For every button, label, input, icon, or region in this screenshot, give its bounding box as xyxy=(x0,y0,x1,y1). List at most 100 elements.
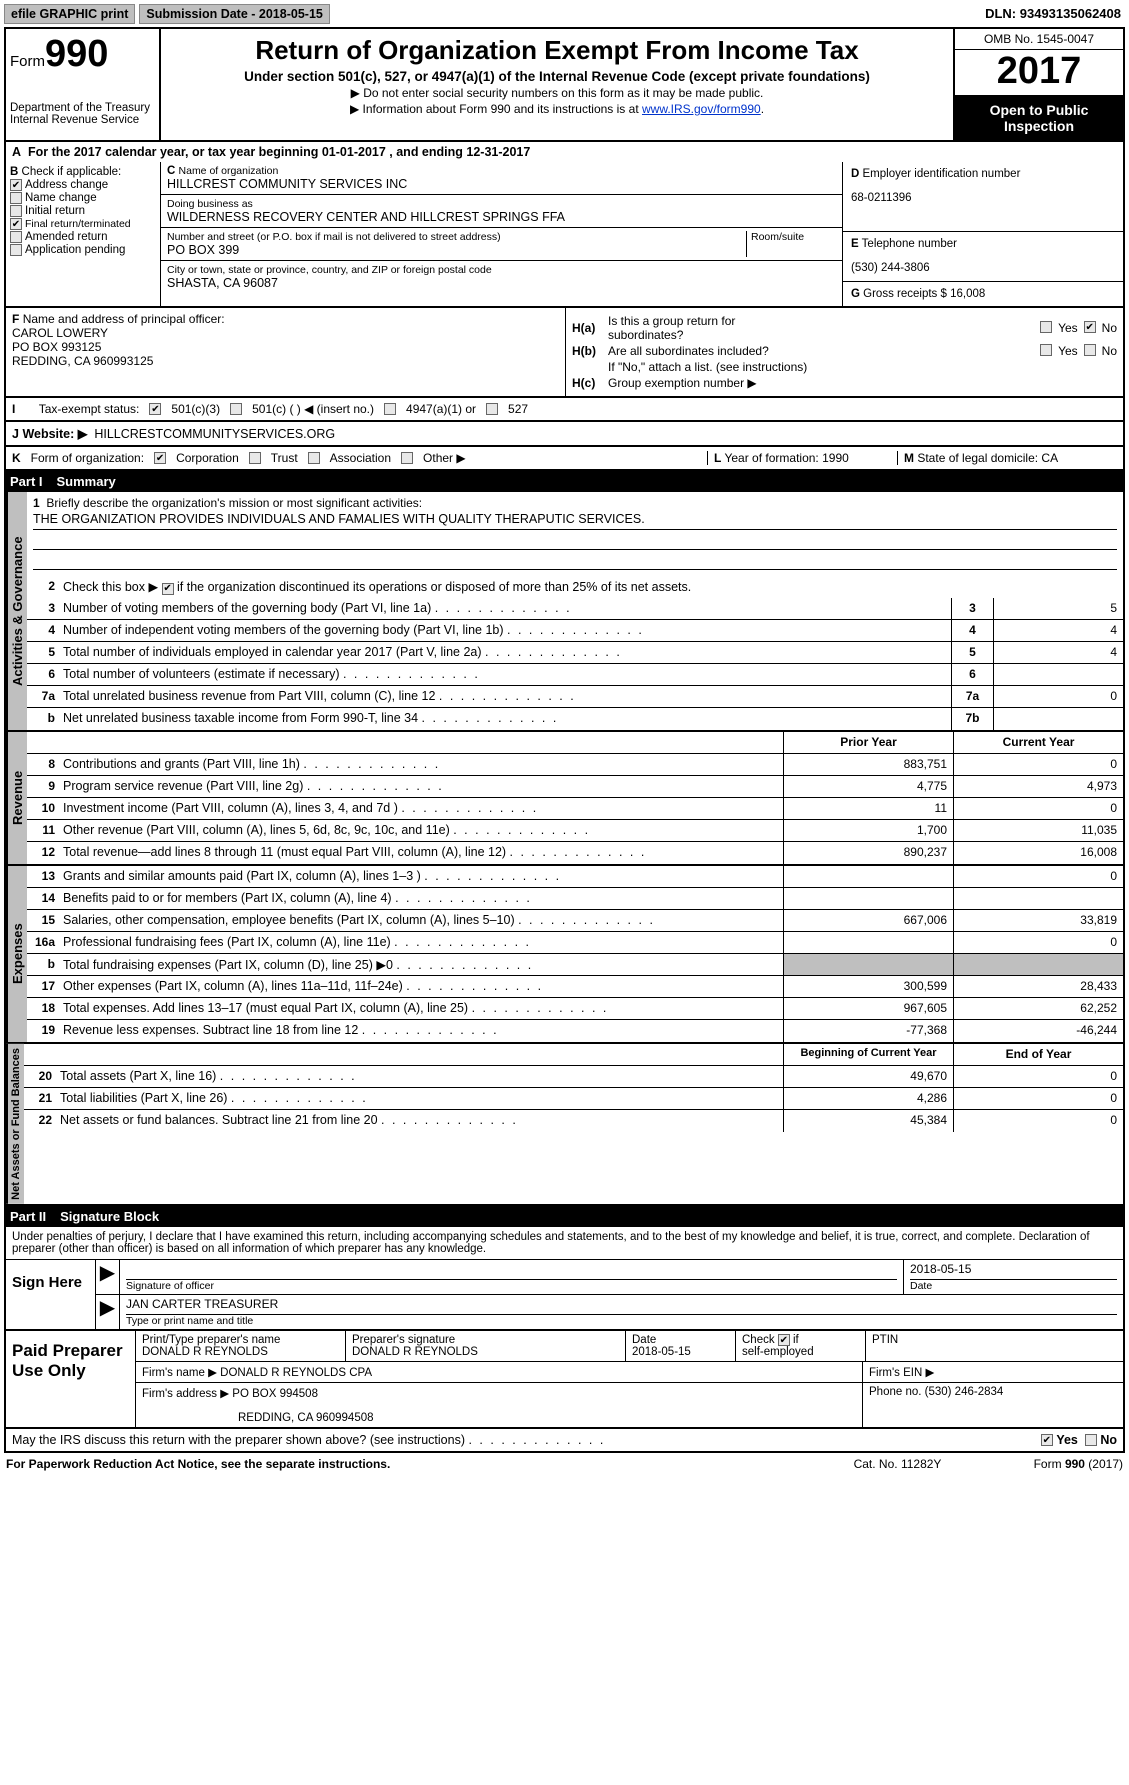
paid-preparer-section: Paid Preparer Use Only Print/Type prepar… xyxy=(4,1331,1125,1430)
checkbox-amended-return[interactable] xyxy=(10,231,22,243)
open-to-public: Open to Public Inspection xyxy=(955,96,1123,140)
sign-here-label: Sign Here xyxy=(6,1260,96,1329)
col-begin-year: Beginning of Current Year xyxy=(783,1044,953,1065)
org-name: HILLCREST COMMUNITY SERVICES INC xyxy=(167,177,407,191)
vtab-revenue: Revenue xyxy=(6,732,27,864)
col-end-year: End of Year xyxy=(953,1044,1123,1065)
submission-date-button[interactable]: Submission Date - 2018-05-15 xyxy=(139,4,329,24)
form-number: Form990 xyxy=(10,33,155,76)
line-2: Check this box ▶ if the organization dis… xyxy=(59,576,1123,598)
checkbox-hb-yes[interactable] xyxy=(1040,344,1052,356)
officer-name-title: JAN CARTER TREASURER xyxy=(126,1297,1117,1315)
preparer-date: 2018-05-15 xyxy=(632,1346,691,1358)
col-prior-year: Prior Year xyxy=(783,732,953,753)
website: HILLCRESTCOMMUNITYSERVICES.ORG xyxy=(94,427,335,441)
checkbox-name-change[interactable] xyxy=(10,192,22,204)
form-footer: Form 990 (2017) xyxy=(1034,1457,1123,1471)
tax-year: 2017 xyxy=(955,50,1123,96)
form-subtitle: Under section 501(c), 527, or 4947(a)(1)… xyxy=(169,69,945,84)
officer-addr1: PO BOX 993125 xyxy=(12,340,101,354)
summary-line: 15Salaries, other compensation, employee… xyxy=(27,910,1123,932)
net-assets-section: Net Assets or Fund Balances Beginning of… xyxy=(4,1044,1125,1206)
note-ssn: ▶ Do not enter social security numbers o… xyxy=(169,86,945,100)
checkbox-527[interactable] xyxy=(486,403,498,415)
checkbox-final-return[interactable] xyxy=(10,218,22,230)
gross-receipts: 16,008 xyxy=(950,288,985,300)
activities-governance: Activities & Governance 1 Briefly descri… xyxy=(4,492,1125,732)
summary-line: 22Net assets or fund balances. Subtract … xyxy=(24,1110,1123,1132)
summary-line: 21Total liabilities (Part X, line 26) 4,… xyxy=(24,1088,1123,1110)
efile-button[interactable]: efile GRAPHIC print xyxy=(4,4,135,24)
summary-line: 19Revenue less expenses. Subtract line 1… xyxy=(27,1020,1123,1042)
checkbox-address-change[interactable] xyxy=(10,179,22,191)
summary-line: 18Total expenses. Add lines 13–17 (must … xyxy=(27,998,1123,1020)
revenue-section: Revenue Prior YearCurrent Year 8Contribu… xyxy=(4,732,1125,866)
summary-line: bNet unrelated business taxable income f… xyxy=(27,708,1123,730)
section-k-l-m: K Form of organization: Corporation Trus… xyxy=(4,447,1125,471)
col-current-year: Current Year xyxy=(953,732,1123,753)
preparer-name: DONALD R REYNOLDS xyxy=(142,1346,268,1358)
checkbox-initial-return[interactable] xyxy=(10,205,22,217)
line-1: 1 Briefly describe the organization's mi… xyxy=(27,492,1123,576)
may-discuss-row: May the IRS discuss this return with the… xyxy=(4,1429,1125,1453)
section-f-h: F Name and address of principal officer:… xyxy=(4,308,1125,398)
checkbox-corp[interactable] xyxy=(154,452,166,464)
officer-name: CAROL LOWERY xyxy=(12,326,108,340)
section-j: J Website: ▶ HILLCRESTCOMMUNITYSERVICES.… xyxy=(4,422,1125,447)
summary-line: 3Number of voting members of the governi… xyxy=(27,598,1123,620)
summary-line: 12Total revenue—add lines 8 through 11 (… xyxy=(27,842,1123,864)
year-formation: 1990 xyxy=(822,451,849,465)
subdate-value: 2018-05-15 xyxy=(259,7,323,21)
vtab-expenses: Expenses xyxy=(6,866,27,1042)
summary-line: 10Investment income (Part VIII, column (… xyxy=(27,798,1123,820)
checkbox-ha-no[interactable] xyxy=(1084,321,1096,333)
checkbox-4947[interactable] xyxy=(384,403,396,415)
checkbox-assoc[interactable] xyxy=(308,452,320,464)
summary-line: 13Grants and similar amounts paid (Part … xyxy=(27,866,1123,888)
checkbox-other[interactable] xyxy=(401,452,413,464)
summary-line: 11Other revenue (Part VIII, column (A), … xyxy=(27,820,1123,842)
firm-name: DONALD R REYNOLDS CPA xyxy=(220,1367,372,1379)
summary-line: 9Program service revenue (Part VIII, lin… xyxy=(27,776,1123,798)
paid-preparer-label: Paid Preparer Use Only xyxy=(6,1331,136,1428)
section-c: C Name of organization HILLCREST COMMUNI… xyxy=(161,162,843,306)
topbar: efile GRAPHIC print Submission Date - 20… xyxy=(4,4,1125,24)
address: PO BOX 399 xyxy=(167,243,239,257)
part-i-header: Part I Summary xyxy=(4,471,1125,492)
officer-signature-field[interactable] xyxy=(126,1262,897,1280)
mission-text: THE ORGANIZATION PROVIDES INDIVIDUALS AN… xyxy=(33,512,1117,530)
checkbox-trust[interactable] xyxy=(249,452,261,464)
dln: DLN: 93493135062408 xyxy=(981,4,1125,24)
city-state-zip: SHASTA, CA 96087 xyxy=(167,276,278,290)
checkbox-self-employed[interactable] xyxy=(778,1334,790,1346)
checkbox-501c[interactable] xyxy=(230,403,242,415)
form-title: Return of Organization Exempt From Incom… xyxy=(169,35,945,66)
signature-intro: Under penalties of perjury, I declare th… xyxy=(4,1227,1125,1259)
telephone: (530) 244-3806 xyxy=(851,262,930,274)
department: Department of the Treasury Internal Reve… xyxy=(10,102,155,126)
form-header: Form990 Department of the Treasury Inter… xyxy=(4,27,1125,142)
summary-line: 8Contributions and grants (Part VIII, li… xyxy=(27,754,1123,776)
firm-phone: (530) 246-2834 xyxy=(925,1386,1004,1398)
checkbox-hb-no[interactable] xyxy=(1084,344,1096,356)
officer-addr2: REDDING, CA 960993125 xyxy=(12,354,153,368)
checkbox-501c3[interactable] xyxy=(149,403,161,415)
sign-here-section: Sign Here ▶ Signature of officer 2018-05… xyxy=(4,1259,1125,1331)
summary-line: 5Total number of individuals employed in… xyxy=(27,642,1123,664)
arrow-icon: ▶ xyxy=(96,1295,120,1329)
checkbox-application-pending[interactable] xyxy=(10,244,22,256)
summary-line: 4Number of independent voting members of… xyxy=(27,620,1123,642)
summary-line: bTotal fundraising expenses (Part IX, co… xyxy=(27,954,1123,976)
checkbox-ha-yes[interactable] xyxy=(1040,321,1052,333)
checkbox-may-yes[interactable] xyxy=(1041,1434,1053,1446)
checkbox-discontinued[interactable] xyxy=(162,583,174,595)
state-domicile: CA xyxy=(1041,451,1058,465)
checkbox-may-no[interactable] xyxy=(1085,1434,1097,1446)
irs-link[interactable]: www.IRS.gov/form990 xyxy=(642,102,761,116)
arrow-icon: ▶ xyxy=(96,1260,120,1294)
section-i: I Tax-exempt status: 501(c)(3) 501(c) ( … xyxy=(4,398,1125,422)
page-footer: For Paperwork Reduction Act Notice, see … xyxy=(4,1453,1125,1475)
expenses-section: Expenses 13Grants and similar amounts pa… xyxy=(4,866,1125,1044)
summary-line: 16aProfessional fundraising fees (Part I… xyxy=(27,932,1123,954)
dba: WILDERNESS RECOVERY CENTER AND HILLCREST… xyxy=(167,210,565,224)
